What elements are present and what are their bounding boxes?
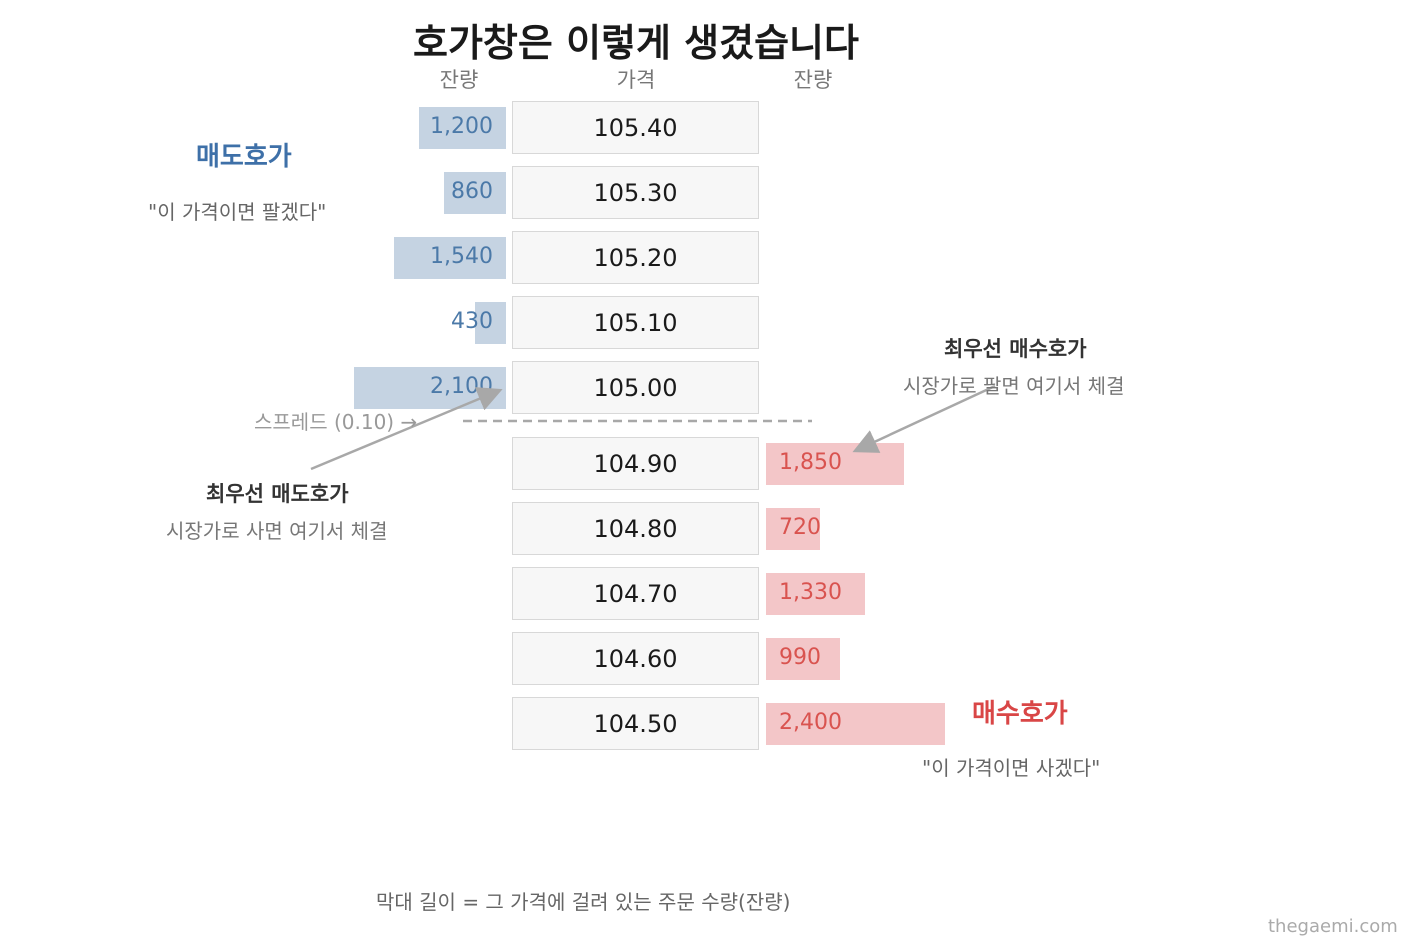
bid-qty-bar — [766, 638, 840, 680]
best-ask-arrow — [310, 387, 503, 471]
price-header: 가격 — [616, 68, 656, 92]
ask-qty-label: 860 — [451, 179, 493, 204]
ask-price-cell[interactable]: 105.30 — [512, 166, 759, 219]
ask-side-title: 매도호가 — [196, 142, 292, 172]
ask-price-cell[interactable]: 105.10 — [512, 296, 759, 349]
bar-length-caption: 막대 길이 = 그 가격에 걸려 있는 주문 수량(잔량) — [376, 890, 791, 914]
bid-price-cell[interactable]: 104.80 — [512, 502, 759, 555]
bid-qty-label: 1,330 — [779, 580, 842, 605]
ask-qty-label: 1,540 — [430, 244, 493, 269]
bid-price-cell[interactable]: 104.50 — [512, 697, 759, 750]
ask-qty-header: 잔량 — [439, 68, 479, 92]
bid-price-cell[interactable]: 104.90 — [512, 437, 759, 490]
bid-price-cell[interactable]: 104.60 — [512, 632, 759, 685]
ask-qty-bar — [419, 107, 506, 149]
best-bid-arrow — [852, 384, 996, 453]
bid-side-title: 매수호가 — [972, 699, 1068, 729]
ask-qty-bar — [475, 302, 506, 344]
brand-watermark[interactable]: thegaemi.com — [1268, 916, 1398, 937]
ask-price-cell[interactable]: 105.20 — [512, 231, 759, 284]
ask-qty-bar — [394, 237, 506, 279]
spread-label: 스프레드 (0.10) → — [254, 410, 418, 434]
bid-qty-label: 720 — [779, 515, 821, 540]
bid-qty-label: 1,850 — [779, 450, 842, 475]
page-title: 호가창은 이렇게 생겼습니다 — [413, 21, 859, 65]
best-bid-title: 최우선 매수호가 — [944, 337, 1087, 361]
ask-qty-bar — [444, 172, 506, 214]
best-ask-subtitle: 시장가로 사면 여기서 체결 — [166, 519, 388, 543]
bid-price-cell[interactable]: 104.70 — [512, 567, 759, 620]
bid-side-quote: "이 가격이면 사겠다" — [922, 756, 1101, 780]
bid-qty-bar — [766, 573, 865, 615]
ask-price-cell[interactable]: 105.40 — [512, 101, 759, 154]
bid-qty-header: 잔량 — [793, 68, 833, 92]
ask-qty-label: 430 — [451, 309, 493, 334]
bid-qty-label: 2,400 — [779, 710, 842, 735]
bid-qty-bar — [766, 508, 820, 550]
bid-qty-bar — [766, 703, 945, 745]
bid-qty-bar — [766, 443, 904, 485]
best-bid-subtitle: 시장가로 팔면 여기서 체결 — [903, 374, 1125, 398]
best-ask-title: 최우선 매도호가 — [206, 482, 349, 506]
ask-side-quote: "이 가격이면 팔겠다" — [148, 200, 327, 224]
bid-qty-label: 990 — [779, 645, 821, 670]
ask-qty-label: 1,200 — [430, 114, 493, 139]
ask-price-cell[interactable]: 105.00 — [512, 361, 759, 414]
